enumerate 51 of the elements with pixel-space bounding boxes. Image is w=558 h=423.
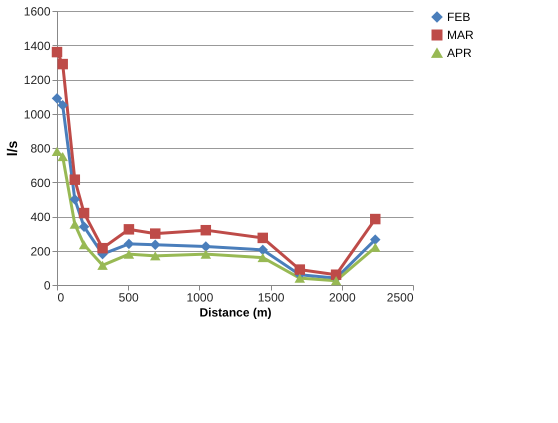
y-tick-label: 1200 bbox=[24, 73, 51, 87]
point bbox=[370, 214, 381, 224]
point bbox=[52, 46, 62, 58]
y-tick-label: 400 bbox=[30, 210, 51, 224]
y-tick-label: 0 bbox=[44, 278, 51, 292]
point bbox=[258, 253, 268, 262]
x-tick-label: 500 bbox=[118, 290, 140, 304]
point bbox=[294, 264, 306, 275]
point bbox=[370, 234, 381, 245]
y-tick-label: 200 bbox=[30, 244, 51, 258]
point bbox=[200, 224, 212, 236]
point bbox=[330, 269, 342, 280]
point bbox=[200, 241, 212, 252]
point bbox=[150, 228, 160, 239]
y-axis-title: l/s bbox=[4, 140, 20, 156]
point bbox=[124, 238, 134, 250]
point bbox=[78, 222, 90, 232]
x-tick-label: 1000 bbox=[186, 290, 214, 304]
legend-label: FEB bbox=[447, 10, 470, 24]
point bbox=[150, 251, 160, 260]
y-tick-label: 1400 bbox=[24, 38, 51, 53]
point bbox=[70, 194, 80, 205]
y-tick-label: 800 bbox=[30, 142, 51, 156]
point bbox=[57, 152, 68, 162]
y-tick-label: 1600 bbox=[24, 4, 51, 18]
point bbox=[258, 244, 268, 256]
legend-label: APR bbox=[447, 46, 472, 60]
point bbox=[150, 240, 160, 250]
x-tick-label: 2500 bbox=[386, 290, 414, 304]
point bbox=[294, 274, 306, 283]
point bbox=[70, 220, 80, 229]
point bbox=[57, 58, 68, 70]
x-tick-label: 1500 bbox=[258, 290, 285, 304]
point bbox=[52, 93, 62, 104]
point bbox=[124, 224, 134, 235]
point bbox=[258, 232, 268, 244]
point bbox=[57, 100, 68, 110]
y-tick-label: 600 bbox=[30, 176, 51, 190]
point bbox=[97, 260, 108, 270]
legend-label: MAR bbox=[447, 28, 474, 42]
point bbox=[330, 276, 342, 286]
x-tick-label: 0 bbox=[58, 290, 64, 304]
point bbox=[200, 250, 212, 259]
point bbox=[78, 208, 90, 218]
x-axis-title: Distance (m) bbox=[199, 306, 272, 320]
point bbox=[97, 242, 108, 254]
x-tick-label: 2000 bbox=[328, 290, 356, 304]
y-tick-label: 1000 bbox=[24, 107, 51, 122]
point bbox=[124, 250, 134, 259]
point bbox=[70, 174, 80, 185]
point bbox=[78, 240, 90, 250]
